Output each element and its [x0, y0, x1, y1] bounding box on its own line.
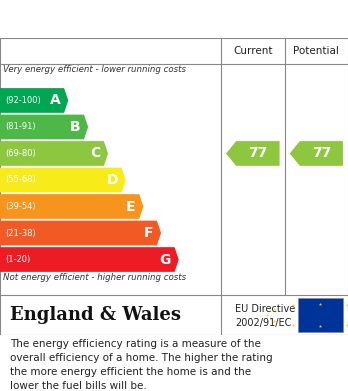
Text: 2002/91/EC: 2002/91/EC [235, 318, 291, 328]
Text: (55-68): (55-68) [5, 176, 36, 185]
Polygon shape [0, 115, 88, 139]
Bar [298, 298, 343, 332]
Text: England & Wales: England & Wales [10, 306, 181, 324]
Polygon shape [0, 221, 161, 246]
Text: (92-100): (92-100) [5, 96, 41, 105]
Text: (21-38): (21-38) [5, 228, 36, 237]
Polygon shape [0, 88, 68, 113]
Text: (69-80): (69-80) [5, 149, 36, 158]
Text: 77: 77 [312, 147, 331, 160]
Text: The energy efficiency rating is a measure of the
overall efficiency of a home. T: The energy efficiency rating is a measur… [10, 339, 273, 391]
Text: Potential: Potential [293, 46, 339, 56]
Polygon shape [226, 141, 279, 166]
Polygon shape [0, 247, 179, 272]
Text: (81-91): (81-91) [5, 122, 36, 131]
Text: Not energy efficient - higher running costs: Not energy efficient - higher running co… [3, 273, 187, 282]
Polygon shape [290, 141, 343, 166]
Polygon shape [0, 168, 126, 192]
Text: (1-20): (1-20) [5, 255, 31, 264]
Text: Energy Efficiency Rating: Energy Efficiency Rating [9, 11, 219, 27]
Text: G: G [160, 253, 171, 267]
Text: F: F [144, 226, 153, 240]
Text: 77: 77 [248, 147, 268, 160]
Text: A: A [50, 93, 61, 108]
Text: D: D [106, 173, 118, 187]
Text: B: B [70, 120, 80, 134]
Text: (39-54): (39-54) [5, 202, 36, 211]
Text: Current: Current [233, 46, 272, 56]
Text: Very energy efficient - lower running costs: Very energy efficient - lower running co… [3, 65, 187, 74]
Polygon shape [0, 141, 108, 166]
Text: C: C [90, 147, 100, 160]
Text: E: E [126, 199, 136, 213]
Text: EU Directive: EU Directive [235, 304, 295, 314]
Polygon shape [0, 194, 143, 219]
